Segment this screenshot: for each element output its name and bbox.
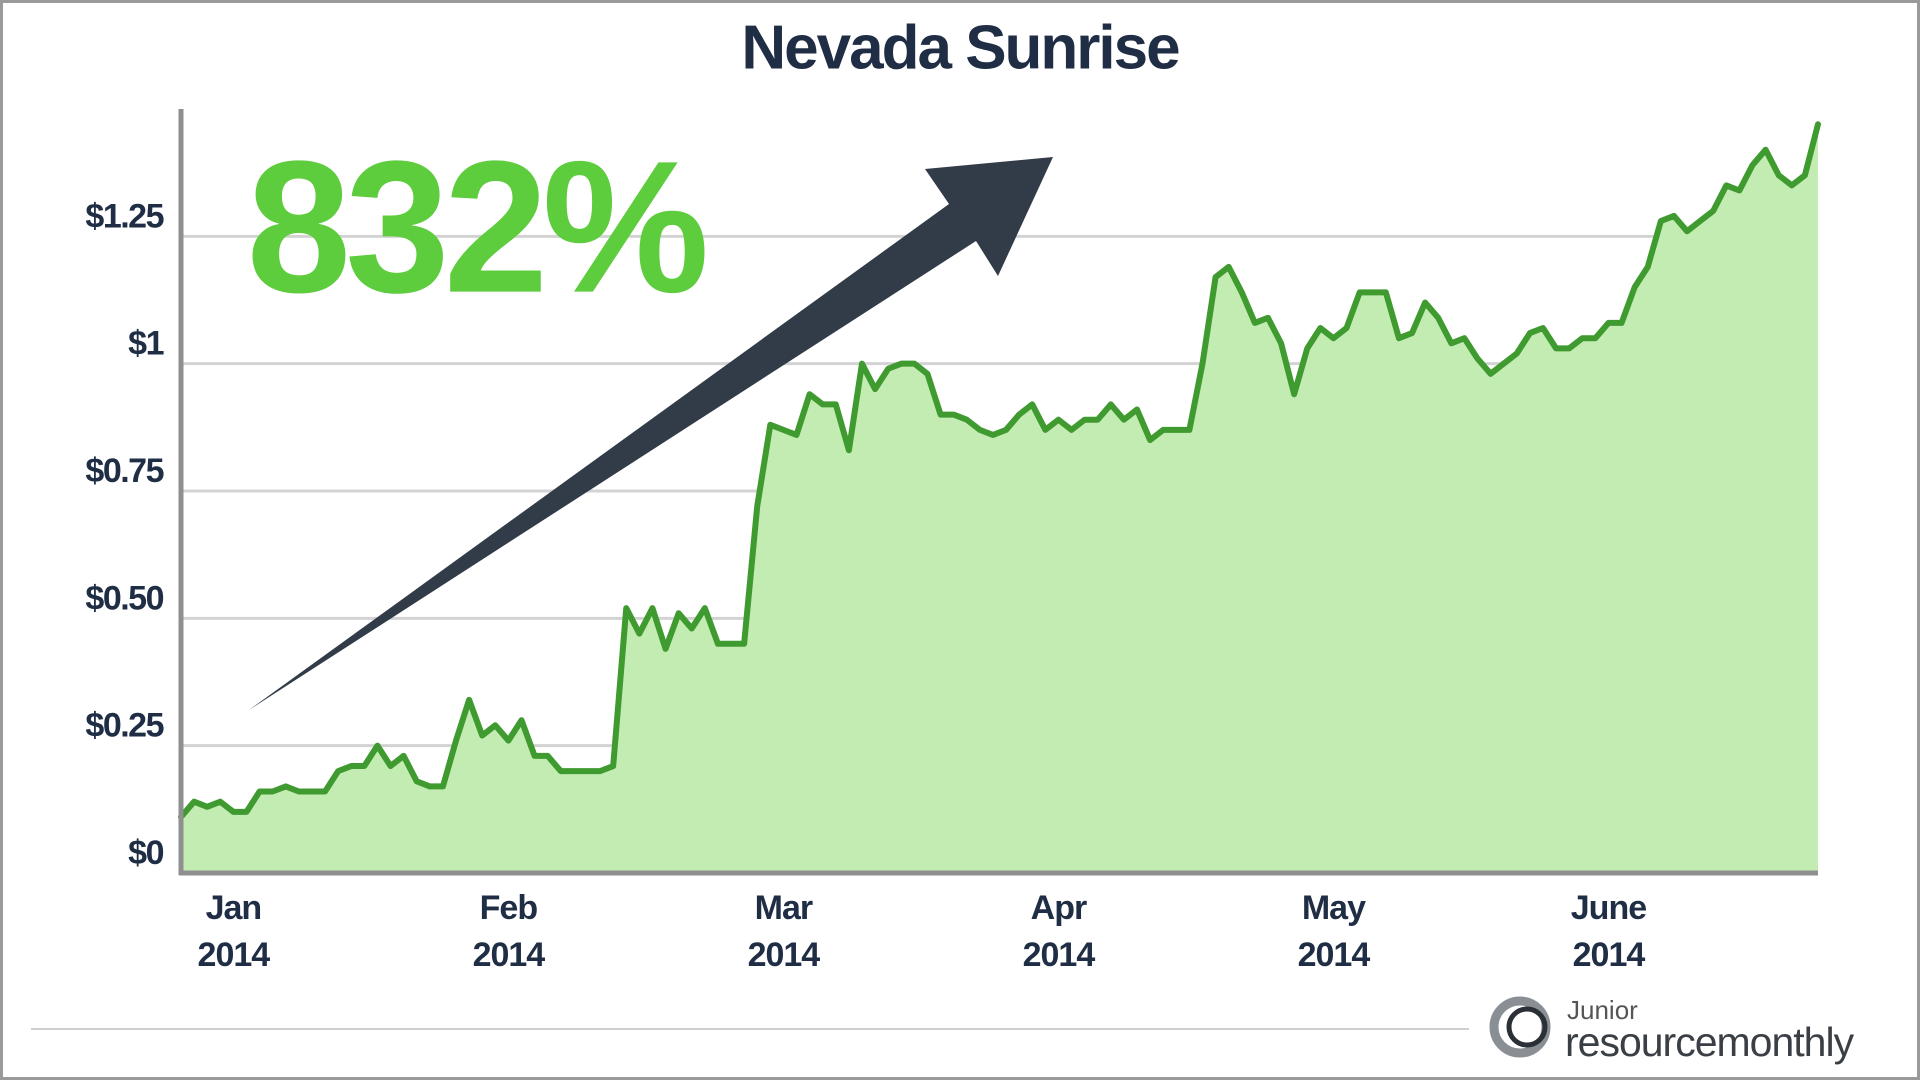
logo: Junior resourcemonthly — [1489, 995, 1856, 1065]
chart-title: Nevada Sunrise — [741, 13, 1179, 82]
y-tick-label: $0 — [128, 834, 163, 872]
y-tick-label: $0.75 — [85, 452, 163, 490]
annotation: 832% — [247, 122, 706, 332]
y-tick-label: $1.25 — [85, 197, 163, 235]
x-tick-label: June 2014 — [1570, 889, 1647, 974]
x-tick-label: Feb 2014 — [472, 889, 546, 974]
logo-large: resourcemonthly — [1565, 1019, 1855, 1065]
x-tick-label: Mar 2014 — [747, 889, 821, 974]
x-tick-label: May 2014 — [1297, 889, 1371, 974]
y-tick-label: $0.50 — [85, 579, 163, 617]
logo-ring-inner — [1506, 1006, 1548, 1048]
y-tick-label: $0.25 — [85, 707, 163, 745]
area — [181, 124, 1818, 873]
trend-arrow — [249, 157, 1053, 710]
x-tick-label: Apr 2014 — [1022, 889, 1096, 974]
plot — [178, 109, 1821, 876]
logo-small: Junior — [1567, 995, 1638, 1025]
line — [178, 121, 1821, 820]
y-tick-label: $1 — [128, 325, 163, 363]
x-tick-label: Jan 2014 — [197, 889, 271, 974]
